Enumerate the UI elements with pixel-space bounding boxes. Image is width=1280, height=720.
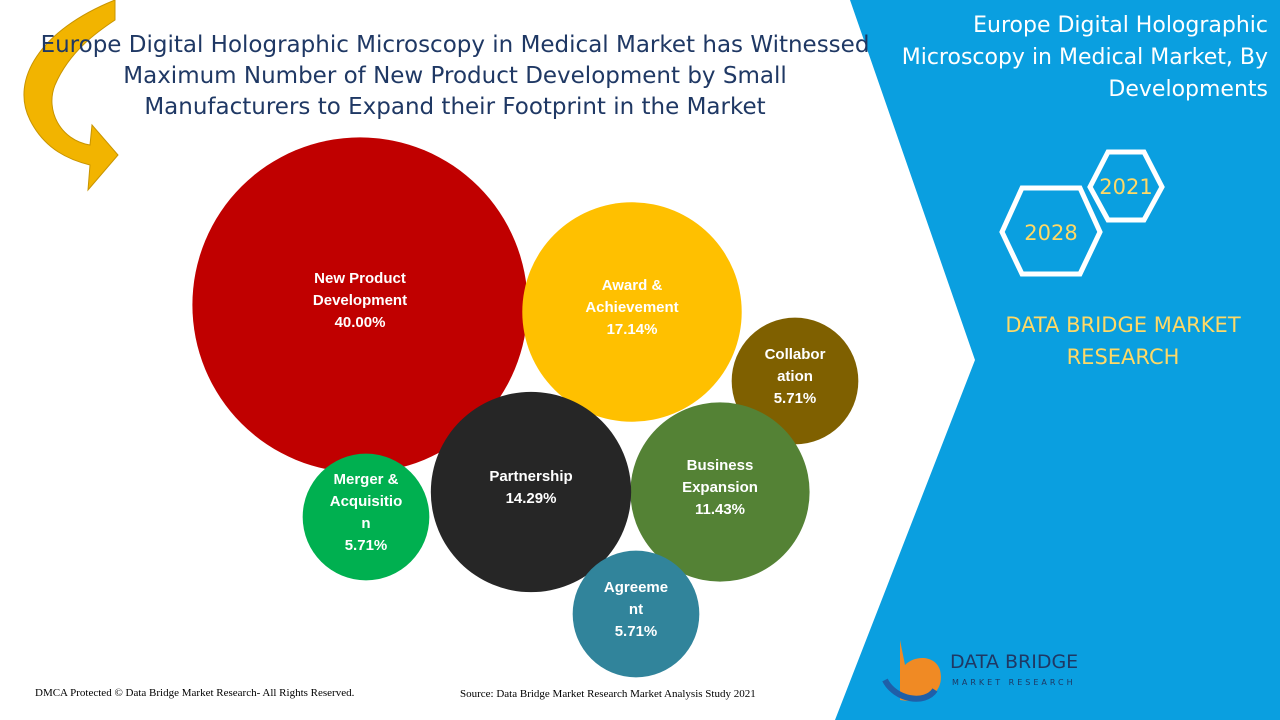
bubble xyxy=(572,550,700,678)
copyright: DMCA Protected © Data Bridge Market Rese… xyxy=(35,687,355,699)
bubble-label: Award & Achievement xyxy=(585,277,678,316)
value-label: 17.14% xyxy=(607,321,658,338)
logo-tagline: MARKET RESEARCH xyxy=(952,678,1076,687)
arrow xyxy=(23,0,119,192)
bubble-label: New Product Development xyxy=(313,270,407,309)
bubble-label: Agreeme nt xyxy=(604,579,668,618)
bubble xyxy=(302,453,430,581)
bubble xyxy=(630,402,810,582)
hexagon xyxy=(1087,149,1165,223)
value-label: 5.71% xyxy=(345,537,388,554)
value-label: 5.71% xyxy=(615,623,658,640)
year: 2021 xyxy=(1099,175,1152,199)
bubble-label: Merger & Acquisitio n xyxy=(330,471,403,532)
bubble-label: Collabor ation xyxy=(765,346,826,385)
value-label: 5.71% xyxy=(774,390,817,407)
side-title: Europe Digital Holographic Microscopy in … xyxy=(902,13,1268,102)
bubble-label: Partnership xyxy=(489,468,572,485)
value-label: 11.43% xyxy=(695,501,745,518)
value-label: 40.00% xyxy=(335,314,386,331)
bubble xyxy=(731,317,859,445)
brand: DATA BRIDGE MARKET RESEARCH xyxy=(1005,313,1240,369)
source: Source: Data Bridge Market Research Mark… xyxy=(460,688,756,700)
hexagon xyxy=(999,185,1103,277)
chart-title: Europe Digital Holographic Microscopy in… xyxy=(41,32,870,120)
bubble-label: Business Expansion xyxy=(682,457,758,496)
bubble xyxy=(522,202,742,422)
bubble xyxy=(192,137,528,473)
year: 2028 xyxy=(1024,221,1077,245)
side-panel xyxy=(835,0,1280,720)
logo-mark xyxy=(882,678,938,702)
value-label: 14.29% xyxy=(506,490,557,507)
bubble xyxy=(430,391,632,593)
logo-mark xyxy=(900,640,941,701)
logo-name: DATA BRIDGE xyxy=(950,651,1078,673)
